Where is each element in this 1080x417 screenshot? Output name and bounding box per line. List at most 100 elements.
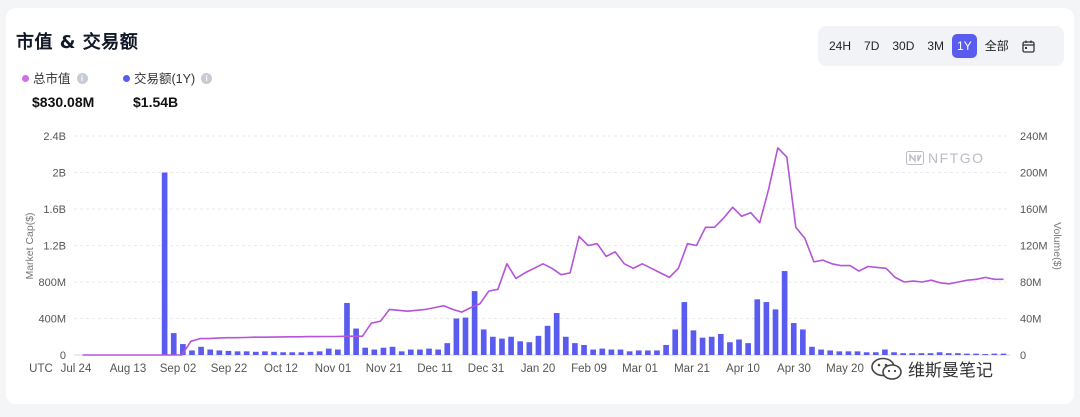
volume-bar [964,353,970,355]
x-tick-label: Mar 21 [674,363,710,375]
y-right-tick-label: 120M [1020,241,1048,253]
volume-bar [882,349,888,355]
range-24h-button[interactable]: 24H [829,39,852,53]
volume-bar [170,333,177,355]
volume-value: $1.54B [133,94,179,110]
volume-bar [161,172,168,355]
volume-bar [945,353,952,355]
x-tick-label: Oct 12 [264,363,298,375]
y-left-tick-label: 2B [53,168,66,180]
y-right-tick-label: 240M [1020,131,1048,143]
volume-bar [790,323,797,355]
volume-bar [955,353,961,355]
range-all-button[interactable]: 全部 [984,39,1009,53]
x-tick-label: Jul 24 [61,363,92,375]
volume-bar [444,343,451,355]
nftgo-logo-icon [906,151,924,165]
volume-bar [271,351,277,355]
volume-bar [526,342,533,355]
wechat-watermark: 维斯曼笔记 [870,356,993,381]
x-tick-label: Mar 01 [622,363,658,375]
volume-bar [772,309,779,355]
volume-bar [663,344,669,355]
volume-bar [189,350,195,355]
volume-bar [827,350,834,355]
range-30d-button[interactable]: 30D [892,39,915,53]
y-left-axis-title: Market Cap($) [24,212,36,279]
x-tick-label: Jan 20 [521,363,556,375]
volume-bar [863,352,870,355]
x-tick-label: Dec 31 [468,363,504,375]
x-tick-label: UTC [29,363,53,375]
y-left-tick-label: 0 [60,350,66,362]
volume-bar [207,349,214,355]
volume-bar [307,351,314,355]
volume-bar [407,349,414,355]
info-icon[interactable]: i [76,73,88,85]
time-range-selector: 24H 7D 30D 3M 1Y 全部 [818,26,1064,66]
y-right-tick-label: 200M [1020,168,1048,180]
volume-bar [991,353,998,355]
wechat-icon [871,357,902,380]
volume-bar [745,343,751,355]
volume-bar [599,348,606,355]
market-cap-value: $830.08M [32,94,95,110]
volume-bar [480,329,487,355]
volume-bar [535,335,542,355]
volume-bar [353,328,359,355]
range-7d-button[interactable]: 7D [864,39,880,53]
x-tick-label: Dec 11 [417,363,453,375]
market-cap-label: 总市值 [33,72,71,86]
legend-volume[interactable]: 交易额(1Y) i $1.54B [123,68,213,110]
calendar-icon[interactable] [1017,34,1041,58]
volume-bar [572,343,578,355]
info-icon[interactable]: i [201,73,213,85]
volume-bar [562,336,569,355]
volume-bar [344,302,350,355]
volume-bar [180,344,186,355]
volume-bar [900,353,906,355]
volume-bar [490,336,496,355]
volume-bar [325,348,332,355]
range-3m-button[interactable]: 3M [927,39,945,53]
volume-bar [918,353,925,355]
volume-bar [708,336,715,355]
range-1y-button[interactable]: 1Y [952,34,977,58]
volume-bar [736,339,742,355]
volume-bar [973,353,979,355]
wechat-watermark-text: 维斯曼笔记 [908,361,993,381]
volume-bar [854,351,861,355]
x-tick-label: Aug 13 [110,363,146,375]
volume-bar [872,352,879,355]
volume-bar [517,341,524,355]
volume-bar [553,313,560,355]
chart-title: 市值 & 交易额 [16,32,139,53]
volume-bar [243,351,250,355]
volume-bar [508,336,514,355]
volume-bar [298,352,305,355]
volume-bar [462,317,469,355]
volume-bar [909,353,916,355]
volume-bar [453,318,460,355]
y-left-tick-label: 400M [38,314,66,326]
volume-bar [216,350,223,355]
x-tick-label: Nov 21 [366,363,402,375]
x-tick-label: Nov 01 [315,363,351,375]
y-right-tick-label: 0 [1020,350,1026,362]
volume-bar [471,291,478,355]
volume-bar [645,350,651,355]
x-tick-label: Apr 10 [726,363,760,375]
volume-bar [417,349,423,355]
volume-bar [362,347,369,355]
volume-bar [809,346,815,355]
volume-bar [198,346,204,355]
volume-bar [763,302,770,355]
volume-bar [617,349,624,355]
volume-bar [690,330,697,355]
volume-bar [699,337,706,355]
legend-market-cap[interactable]: 总市值 i $830.08M [22,68,94,110]
volume-bar [626,351,633,355]
volume-bar [389,346,396,355]
volume-bar [435,349,441,355]
